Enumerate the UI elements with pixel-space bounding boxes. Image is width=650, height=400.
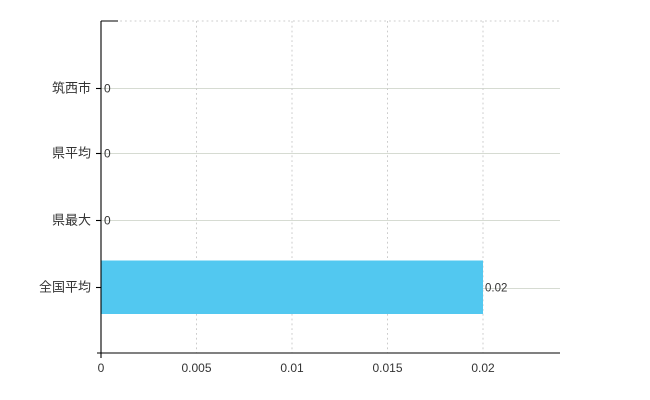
svg-text:筑西市: 筑西市: [52, 81, 91, 96]
svg-text:0: 0: [104, 147, 111, 161]
svg-text:0.02: 0.02: [485, 283, 507, 295]
svg-text:0.015: 0.015: [372, 361, 402, 375]
svg-text:0: 0: [104, 214, 111, 228]
svg-text:0.01: 0.01: [280, 361, 304, 375]
svg-text:0: 0: [104, 82, 111, 96]
svg-text:県平均: 県平均: [52, 146, 91, 161]
svg-text:全国平均: 全国平均: [39, 280, 91, 295]
svg-text:0.005: 0.005: [181, 361, 211, 375]
svg-text:県最大: 県最大: [52, 213, 91, 228]
svg-text:0.02: 0.02: [471, 361, 495, 375]
svg-text:0: 0: [98, 361, 105, 375]
